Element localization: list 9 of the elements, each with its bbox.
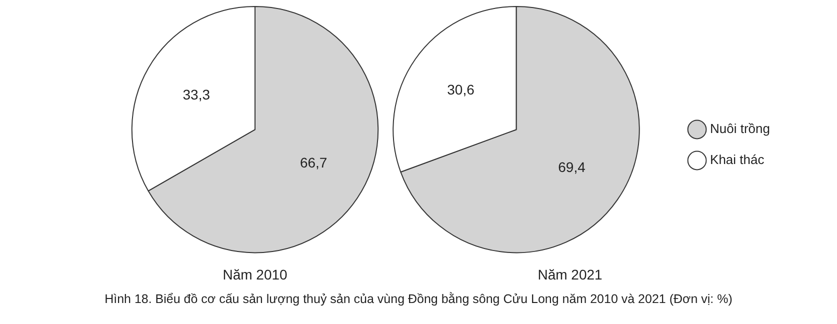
- data-label: 33,3: [182, 86, 210, 103]
- legend-label: Khai thác: [710, 152, 765, 168]
- text: Năm 2010: [222, 266, 288, 282]
- data-label: 69,4: [558, 159, 586, 176]
- legend-label: Nuôi trồng: [710, 121, 770, 136]
- data-label: 66,7: [300, 154, 328, 170]
- text: Hình 18. Biểu đồ cơ cấu sản lượng thuỷ sản của vùng Đồng bằng sông Cửu Long năm 2010 và 2021 (Đơn vị: %): [104, 292, 734, 306]
- text: Năm 2021: [538, 266, 603, 282]
- data-label: 30,6: [447, 82, 475, 98]
